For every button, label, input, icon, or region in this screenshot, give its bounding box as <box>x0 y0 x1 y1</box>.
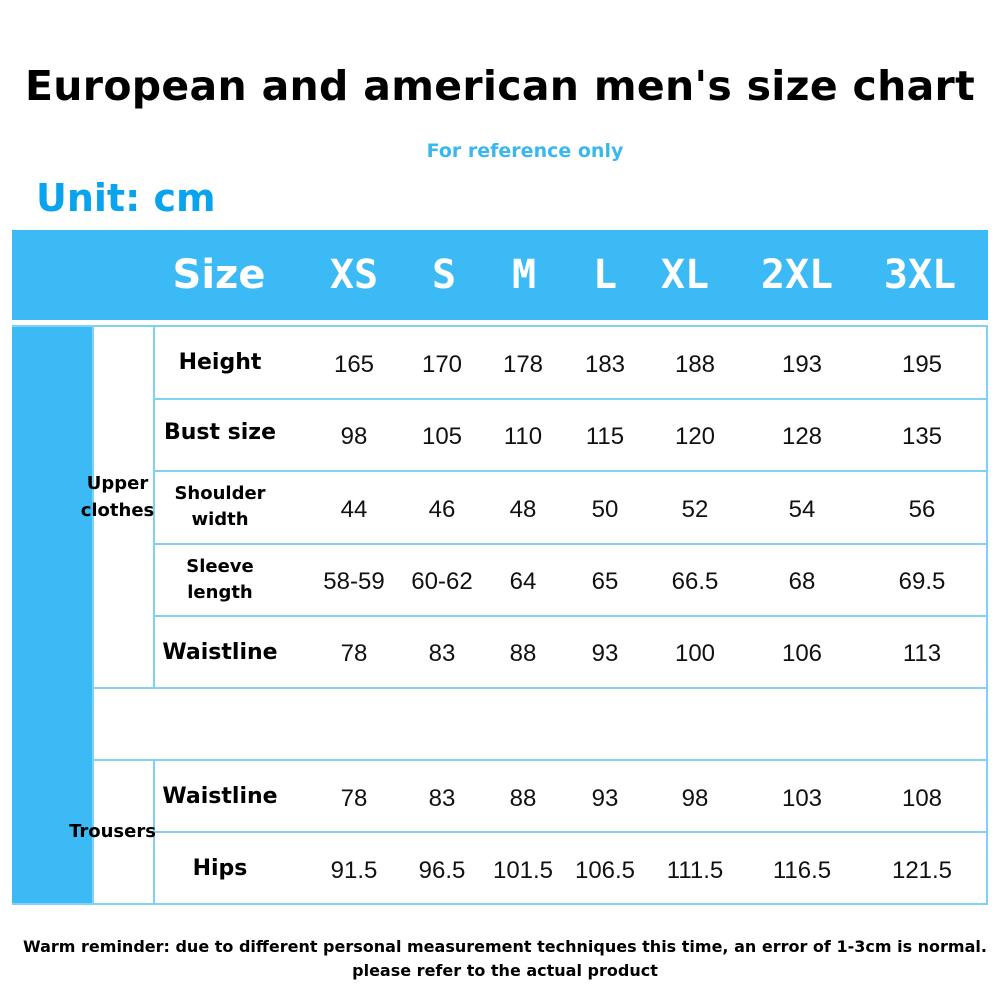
size-header-m: M <box>511 252 537 298</box>
cell-hips-l: 106.5 <box>574 857 636 884</box>
grid-line <box>153 760 155 904</box>
cell-waist-trousers-m: 88 <box>509 785 537 812</box>
cell-hips-m: 101.5 <box>492 857 554 884</box>
cell-waist-upper-s: 83 <box>428 640 456 667</box>
cell-waist-upper-l: 93 <box>591 640 619 667</box>
subtitle: For reference only <box>426 140 624 162</box>
cell-shoulder-xl: 52 <box>681 496 709 523</box>
cell-shoulder-3xl: 56 <box>908 496 936 523</box>
row-label-bust-size: Bust size <box>163 420 277 445</box>
row-label-hips: Hips <box>192 856 248 881</box>
cell-shoulder-2xl: 54 <box>788 496 816 523</box>
cell-hips-2xl: 116.5 <box>772 857 832 884</box>
grid-line <box>154 398 988 400</box>
cell-bust-xs: 98 <box>340 423 368 450</box>
cell-waist-upper-3xl: 113 <box>902 640 942 667</box>
grid-line <box>154 615 988 617</box>
group-label-column <box>92 326 154 904</box>
cell-sleeve-xs: 58-59 <box>323 568 385 595</box>
cell-hips-s: 96.5 <box>418 857 466 884</box>
grid-line <box>92 326 94 904</box>
size-header-s: S <box>431 252 457 298</box>
cell-shoulder-l: 50 <box>591 496 619 523</box>
grid-line <box>154 831 988 833</box>
cell-waist-upper-m: 88 <box>509 640 537 667</box>
cell-shoulder-s: 46 <box>428 496 456 523</box>
cell-waist-upper-2xl: 106 <box>781 640 823 667</box>
cell-bust-3xl: 135 <box>901 423 943 450</box>
cell-height-xl: 188 <box>674 351 716 378</box>
cell-waist-trousers-l: 93 <box>591 785 619 812</box>
grid-line <box>92 687 988 689</box>
cell-sleeve-xl: 66.5 <box>671 568 719 595</box>
unit-label: Unit: cm <box>36 176 216 220</box>
cell-height-xs: 165 <box>333 351 375 378</box>
group-label-trousers: Trousers <box>69 821 156 842</box>
cell-shoulder-xs: 44 <box>340 496 368 523</box>
cell-height-l: 183 <box>584 351 626 378</box>
cell-waist-upper-xl: 100 <box>674 640 716 667</box>
cell-hips-xl: 111.5 <box>666 857 724 884</box>
grid-line <box>986 326 988 904</box>
cell-height-2xl: 193 <box>781 351 823 378</box>
row-label-shoulder-width: Shoulder width <box>174 483 266 530</box>
row-label-waistline-trousers: Waistline <box>162 784 278 809</box>
cell-hips-xs: 91.5 <box>330 857 378 884</box>
size-header-2xl: 2XL <box>760 252 834 298</box>
cell-bust-xl: 120 <box>674 423 716 450</box>
cell-shoulder-m: 48 <box>509 496 537 523</box>
row-label-waistline-upper: Waistline <box>162 640 278 665</box>
cell-waist-upper-xs: 78 <box>340 640 368 667</box>
size-header-3xl: 3XL <box>883 252 957 298</box>
page-title: European and american men's size chart <box>25 62 975 110</box>
section-spacer <box>92 688 988 760</box>
cell-height-m: 178 <box>502 351 544 378</box>
cell-sleeve-2xl: 68 <box>788 568 816 595</box>
footer-reminder: Warm reminder: due to different personal… <box>23 937 987 956</box>
cell-waist-trousers-xs: 78 <box>340 785 368 812</box>
size-header-label: Size <box>172 252 266 298</box>
cell-height-3xl: 195 <box>901 351 943 378</box>
cell-bust-2xl: 128 <box>781 423 823 450</box>
grid-line <box>154 543 988 545</box>
size-header-l: L <box>592 252 618 298</box>
cell-waist-trousers-2xl: 103 <box>781 785 823 812</box>
size-header-bar: Size XS S M L XL 2XL 3XL <box>12 230 988 320</box>
cell-bust-s: 105 <box>421 423 463 450</box>
cell-waist-trousers-s: 83 <box>428 785 456 812</box>
row-label-height: Height <box>178 350 262 375</box>
cell-sleeve-3xl: 69.5 <box>898 568 946 595</box>
cell-hips-3xl: 121.5 <box>891 857 953 884</box>
size-header-xl: XL <box>660 252 710 298</box>
cell-sleeve-m: 64 <box>509 568 537 595</box>
group-label-upper-clothes: Upper clothes <box>80 473 155 521</box>
cell-bust-m: 110 <box>503 423 543 450</box>
size-header-xs: XS <box>329 252 379 298</box>
grid-line <box>12 903 988 905</box>
cell-waist-trousers-xl: 98 <box>681 785 709 812</box>
cell-waist-trousers-3xl: 108 <box>901 785 943 812</box>
cell-sleeve-s: 60-62 <box>411 568 473 595</box>
row-label-sleeve-length: Sleeve length <box>186 556 254 603</box>
grid-line <box>92 759 988 761</box>
cell-bust-l: 115 <box>585 423 625 450</box>
cell-sleeve-l: 65 <box>591 568 619 595</box>
grid-line <box>153 326 155 688</box>
grid-line <box>154 470 988 472</box>
footer-note: please refer to the actual product <box>352 961 658 980</box>
grid-line <box>12 325 988 327</box>
side-accent-band <box>12 326 92 904</box>
cell-height-s: 170 <box>421 351 463 378</box>
